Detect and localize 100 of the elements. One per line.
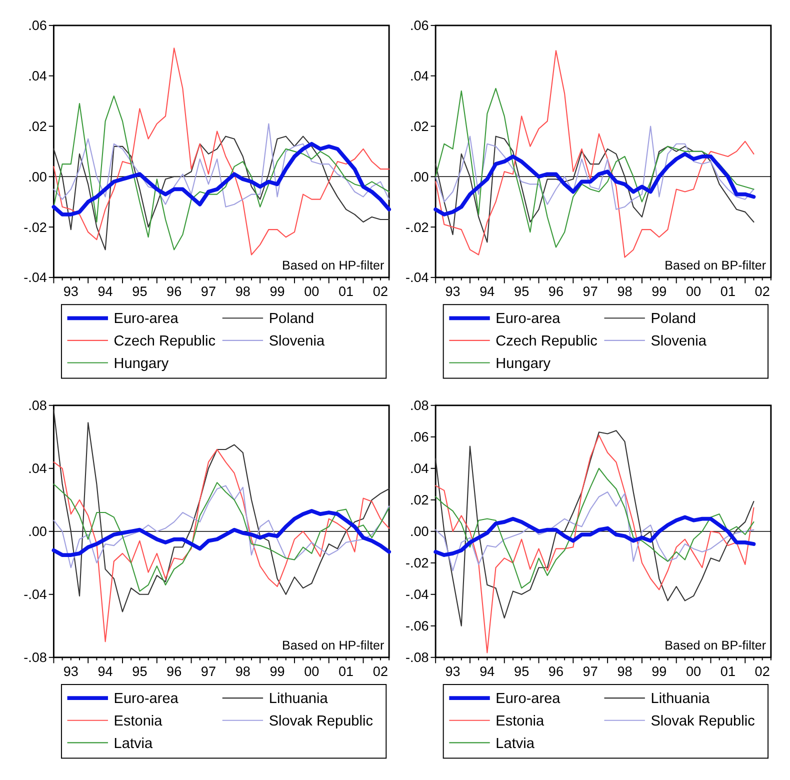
x-tick-label: 95 [132, 284, 148, 299]
y-tick-label: .00 [410, 524, 429, 540]
annotation: Based on HP-filter [282, 638, 384, 653]
x-tick-label: 02 [754, 284, 770, 299]
x-tick-label: 93 [445, 664, 460, 679]
legend-label: Hungary [114, 356, 170, 372]
x-tick-label: 97 [582, 284, 598, 299]
x-tick-label: 97 [200, 664, 216, 679]
annotation: Based on BP-filter [664, 638, 766, 653]
line-series [52, 142, 391, 216]
x-tick-label: 93 [445, 284, 460, 299]
legend-label: Euro-area [114, 691, 180, 708]
x-tick-label: 02 [754, 664, 770, 679]
y-tick-label: .00 [28, 524, 47, 540]
legend-label: Czech Republic [496, 334, 598, 350]
y-tick-label: -.02 [405, 220, 429, 235]
y-tick-label: -.04 [24, 587, 48, 602]
y-tick-label: .02 [410, 118, 429, 134]
x-tick-label: 95 [514, 284, 530, 299]
y-tick-label: .02 [410, 492, 429, 508]
x-tick-label: 99 [652, 284, 667, 299]
line-series [435, 468, 754, 589]
x-tick-label: 94 [98, 284, 114, 299]
line-series [434, 515, 756, 557]
legend-label: Euro-area [114, 311, 180, 328]
y-tick-label: .08 [410, 398, 429, 414]
x-tick-label: 00 [304, 664, 320, 679]
legend-label: Poland [268, 311, 314, 328]
y-tick-label: -.06 [405, 618, 429, 634]
line-series [52, 508, 391, 557]
x-tick-label: 96 [166, 284, 182, 299]
x-tick-label: 99 [270, 664, 285, 679]
legend-label: Slovenia [268, 334, 326, 350]
x-tick-label: 94 [480, 664, 496, 679]
x-tick-label: 01 [338, 664, 354, 679]
legend-label: Latvia [496, 736, 536, 752]
line-series [435, 136, 754, 243]
line-series [435, 88, 754, 248]
y-tick-label: .02 [28, 118, 47, 134]
x-tick-label: 93 [63, 664, 78, 679]
line-series [435, 50, 754, 258]
y-tick-label: .04 [410, 68, 430, 84]
y-tick-label: -.02 [405, 556, 429, 571]
line-series [435, 126, 754, 210]
annotation: Based on HP-filter [282, 258, 384, 273]
y-tick-label: .06 [410, 18, 429, 34]
legend-label: Estonia [114, 713, 164, 730]
legend-label: Estonia [496, 713, 546, 730]
x-tick-label: 02 [372, 284, 388, 299]
y-tick-label: -.08 [24, 650, 47, 666]
line-series [435, 491, 754, 572]
legend-label: Lithuania [268, 691, 329, 708]
y-tick-label: .04 [28, 68, 48, 84]
y-tick-label: -.04 [24, 270, 48, 286]
x-tick-label: 96 [548, 664, 564, 679]
x-tick-label: 99 [652, 664, 667, 679]
y-tick-label: .04 [28, 461, 48, 476]
y-tick-label: -.04 [405, 587, 430, 602]
legend-label: Czech Republic [114, 334, 216, 350]
x-tick-label: 99 [270, 284, 285, 299]
x-tick-label: 95 [132, 664, 148, 679]
x-tick-label: 93 [63, 284, 78, 299]
x-tick-label: 98 [235, 664, 250, 679]
annotation: Based on BP-filter [664, 258, 766, 273]
legend-label: Euro-area [496, 311, 562, 328]
x-tick-label: 00 [686, 664, 702, 679]
x-tick-label: 98 [617, 284, 632, 299]
x-tick-label: 00 [686, 284, 702, 299]
legend-label: Lithuania [650, 691, 711, 708]
legend-label: Poland [650, 311, 696, 328]
legend-label: Slovak Republic [650, 713, 755, 730]
x-tick-label: 97 [582, 664, 598, 679]
x-tick-label: 02 [372, 664, 388, 679]
y-tick-label: -.08 [405, 650, 429, 666]
x-tick-label: 01 [720, 664, 736, 679]
x-tick-label: 94 [98, 664, 114, 679]
y-tick-label: -.04 [405, 270, 430, 286]
x-tick-label: 97 [200, 284, 216, 299]
x-tick-label: 98 [617, 664, 632, 679]
x-tick-label: 94 [480, 284, 496, 299]
legend-label: Slovak Republic [268, 713, 373, 730]
y-tick-label: .00 [410, 169, 429, 184]
y-tick-label: .04 [410, 461, 430, 476]
x-tick-label: 00 [304, 284, 320, 299]
x-tick-label: 98 [235, 284, 250, 299]
y-tick-label: -.02 [24, 220, 47, 235]
line-series [434, 152, 756, 216]
legend-label: Euro-area [496, 691, 562, 708]
x-tick-label: 01 [720, 284, 736, 299]
x-tick-label: 01 [338, 284, 354, 299]
y-tick-label: .08 [28, 398, 47, 414]
legend-label: Slovenia [650, 334, 708, 350]
legend-label: Latvia [114, 736, 154, 752]
legend-label: Hungary [496, 356, 552, 372]
x-tick-label: 96 [548, 284, 564, 299]
y-tick-label: .06 [28, 18, 47, 34]
x-tick-label: 96 [166, 664, 182, 679]
x-tick-label: 95 [514, 664, 530, 679]
y-tick-label: .00 [28, 169, 47, 184]
y-tick-label: .06 [410, 430, 429, 445]
